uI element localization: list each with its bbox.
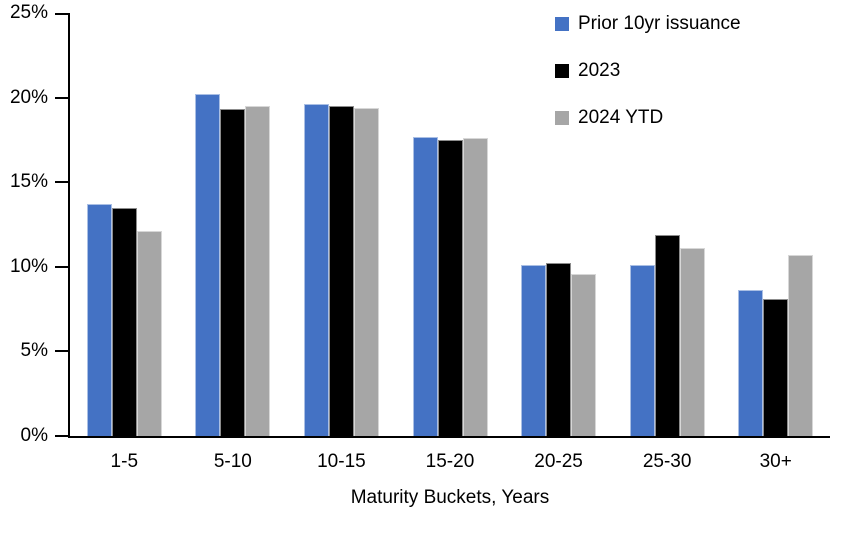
bar (763, 299, 789, 436)
x-axis-title: Maturity Buckets, Years (350, 487, 550, 508)
bar (245, 106, 271, 436)
y-tick-label: 5% (20, 340, 48, 362)
x-tick-label: 10-15 (317, 451, 366, 472)
x-tick-label: 30+ (759, 451, 792, 472)
x-tick-label: 1-5 (110, 451, 139, 472)
y-tick-label: 25% (9, 2, 48, 23)
bar (437, 140, 463, 436)
y-tick-label: 20% (9, 86, 48, 108)
x-tick-label: 20-25 (534, 451, 583, 472)
y-axis-tick (55, 96, 68, 99)
bar (303, 104, 329, 436)
legend-label: 2023 (578, 60, 621, 81)
y-axis-tick (55, 13, 68, 15)
bar (353, 108, 379, 436)
bar (521, 265, 547, 436)
legend-item: Prior 10yr issuance (555, 11, 741, 37)
bar (328, 106, 354, 436)
legend-swatch-icon (555, 17, 569, 31)
bar (738, 290, 764, 436)
plot-area: Prior 10yr issuance 2023 2024 YTD Maturity… (10, 2, 830, 508)
x-tick-label: 15-20 (425, 451, 475, 472)
y-axis-tick (55, 181, 68, 184)
legend-label: 2024 YTD (578, 107, 664, 128)
x-tick-label: 5-10 (213, 451, 252, 472)
legend-swatch-icon (555, 111, 569, 125)
y-axis-tick (55, 435, 68, 437)
bar (136, 231, 162, 436)
y-tick-label: 10% (9, 255, 48, 277)
bar (546, 263, 572, 436)
bar (86, 204, 112, 436)
bar (220, 109, 246, 436)
y-axis-tick (55, 350, 68, 353)
bar (629, 265, 655, 436)
legend-label: Prior 10yr issuance (578, 13, 741, 34)
legend-item: 2024 YTD (555, 105, 741, 131)
bar (654, 235, 680, 436)
y-tick-label: 0% (20, 425, 48, 446)
bar (571, 274, 597, 436)
bar (412, 137, 438, 436)
y-tick-label: 15% (9, 171, 48, 193)
bar (462, 138, 488, 436)
bar (788, 255, 814, 436)
legend: Prior 10yr issuance 2023 2024 YTD (555, 11, 741, 152)
bar (195, 94, 221, 436)
x-tick-label: 25-30 (642, 451, 692, 472)
bar (111, 208, 137, 436)
y-axis-tick (55, 265, 68, 268)
legend-swatch-icon (555, 64, 569, 78)
bar (679, 248, 705, 436)
legend-item: 2023 (555, 58, 741, 84)
